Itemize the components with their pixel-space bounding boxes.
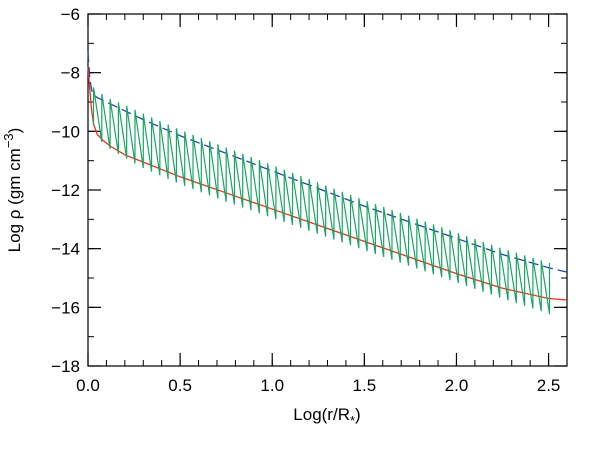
y-tick-label: −14: [51, 240, 80, 259]
y-tick-label: −16: [51, 298, 80, 317]
y-tick-label: −6: [61, 5, 80, 24]
y-axis-title: Log ρ (gm cm−3): [1, 128, 24, 253]
y-tick-label: −10: [51, 122, 80, 141]
y-tick-label: −12: [51, 181, 80, 200]
axis-ticks: [87, 13, 568, 367]
sawtooth-series: [92, 87, 551, 315]
plot-frame: [87, 13, 568, 367]
x-tick-label: 1.5: [353, 376, 377, 395]
series-layer: [87, 52, 568, 315]
tick-labels: 0.0 0.5 1.0 1.5 2.0 2.5 −6 −8 −10 −12 −14 −16 −18: [51, 5, 560, 395]
x-tick-label: 0.0: [76, 376, 100, 395]
y-tick-label: −18: [51, 357, 80, 376]
blue-dashed-line: [87, 52, 568, 273]
x-tick-label: 2.0: [445, 376, 469, 395]
plot-border: [87, 13, 568, 367]
green-sawtooth-line: [92, 87, 551, 315]
x-tick-label: 2.5: [537, 376, 561, 395]
y-tick-label: −8: [61, 64, 80, 83]
x-tick-label: 1.0: [260, 376, 284, 395]
x-tick-label: 0.5: [168, 376, 192, 395]
x-axis-title: Log(r/R*): [293, 405, 360, 428]
